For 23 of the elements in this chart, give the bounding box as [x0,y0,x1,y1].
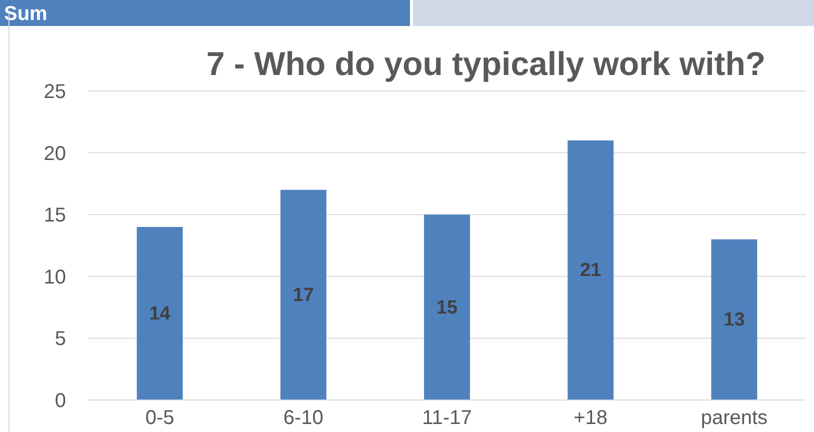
y-tick-label: 20 [44,142,66,165]
x-tick-label: 6-10 [283,407,324,429]
data-label: 13 [724,310,745,331]
y-tick-label: 10 [44,266,66,288]
bar [568,140,614,400]
y-tick-label: 5 [54,328,66,350]
y-tick-label: 15 [44,204,66,227]
x-tick-label: 11-17 [422,407,472,429]
bar [711,239,758,400]
bar [424,214,470,400]
x-tick-label: +18 [574,407,608,429]
bar [136,226,183,400]
x-tick-label: 0-5 [145,407,174,429]
chart-title: 7 - Who do you typically work with? [206,45,766,82]
y-tick-label: 0 [54,390,66,412]
data-label: 14 [149,303,171,324]
data-label: 17 [292,284,314,306]
data-label: 15 [436,297,458,318]
x-tick-label: parents [700,407,768,429]
bar [280,190,326,400]
text: Sum [4,3,48,25]
data-label: 21 [580,260,602,282]
y-tick-label: 25 [44,81,66,103]
